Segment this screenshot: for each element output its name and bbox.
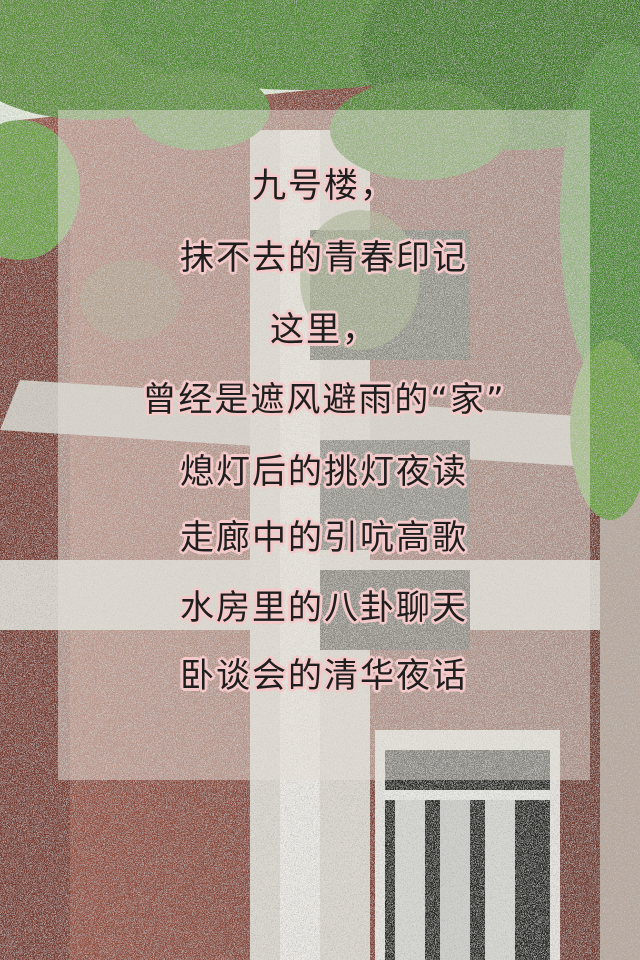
poem-line: 九号楼， bbox=[252, 166, 396, 206]
poem-line: 走廊中的引吭高歌 bbox=[180, 518, 468, 558]
poem-line: 水房里的八卦聊天 bbox=[180, 588, 468, 628]
poem-line: 熄灯后的挑灯夜读 bbox=[180, 452, 468, 492]
poem-line: 抹不去的青春印记 bbox=[180, 238, 468, 278]
poem-line: 这里， bbox=[270, 310, 378, 350]
poem-line: 曾经是遮风避雨的“家” bbox=[142, 380, 506, 420]
translucent-text-panel bbox=[58, 110, 590, 780]
poem-line: 卧谈会的清华夜话 bbox=[180, 656, 468, 696]
